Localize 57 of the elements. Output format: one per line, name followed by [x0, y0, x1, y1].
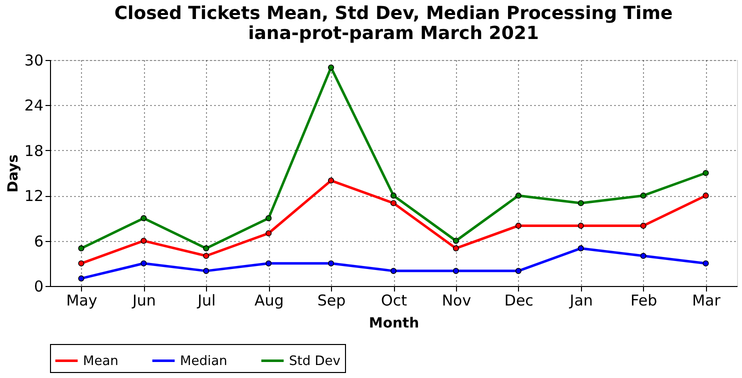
point	[390, 268, 397, 274]
x-tick-label: Sep	[317, 292, 346, 310]
x-tick-label: Jan	[568, 292, 593, 310]
point	[640, 252, 646, 259]
point	[266, 215, 272, 222]
x-tick-label: Feb	[630, 292, 658, 310]
point	[203, 245, 210, 252]
y-tick-label: 12	[24, 187, 44, 206]
point	[640, 192, 646, 199]
x-tick-label: Mar	[692, 292, 722, 310]
chart-title: Closed Tickets Mean, Std Dev, Median Processing Time	[114, 3, 673, 24]
y-tick-label: 0	[34, 278, 44, 296]
chart-subtitle: iana-prot-param March 2021	[248, 23, 539, 44]
x-tick-label: Aug	[254, 292, 284, 310]
point	[515, 222, 522, 229]
x-tick-label: Dec	[504, 292, 534, 310]
point	[578, 222, 584, 229]
point	[78, 260, 84, 266]
x-tick-label: Oct	[381, 292, 408, 310]
y-tick-label: 30	[24, 52, 44, 70]
point	[452, 245, 459, 252]
point	[78, 275, 84, 282]
point	[78, 245, 84, 252]
point	[452, 268, 459, 274]
legend-label: Std Dev	[289, 354, 341, 369]
point	[328, 260, 334, 266]
point	[140, 238, 147, 244]
y-tick-label: 6	[34, 232, 44, 250]
point	[640, 222, 646, 229]
point	[266, 260, 272, 266]
point	[578, 200, 584, 206]
point	[452, 238, 459, 244]
legend-label: Median	[180, 354, 228, 369]
x-tick-label: Nov	[442, 292, 472, 310]
x-axis-title: Month	[368, 316, 420, 332]
y-tick-label: 24	[24, 96, 44, 115]
point	[702, 260, 709, 266]
y-axis-title: Days	[5, 154, 22, 193]
point	[515, 268, 522, 274]
y-tick-label: 18	[24, 142, 44, 160]
point	[702, 192, 709, 199]
point	[203, 268, 210, 274]
point	[140, 215, 147, 222]
point	[266, 230, 272, 236]
point	[140, 260, 147, 266]
x-tick-label: Jul	[196, 292, 216, 310]
point	[328, 64, 334, 71]
point	[515, 192, 522, 199]
point	[390, 200, 397, 206]
point	[328, 177, 334, 184]
point	[203, 252, 210, 259]
point	[578, 245, 584, 252]
x-tick-label: Jun	[131, 292, 156, 310]
legend-label: Mean	[83, 354, 118, 369]
point	[390, 192, 397, 199]
point	[702, 170, 709, 176]
x-tick-label: May	[66, 292, 98, 310]
